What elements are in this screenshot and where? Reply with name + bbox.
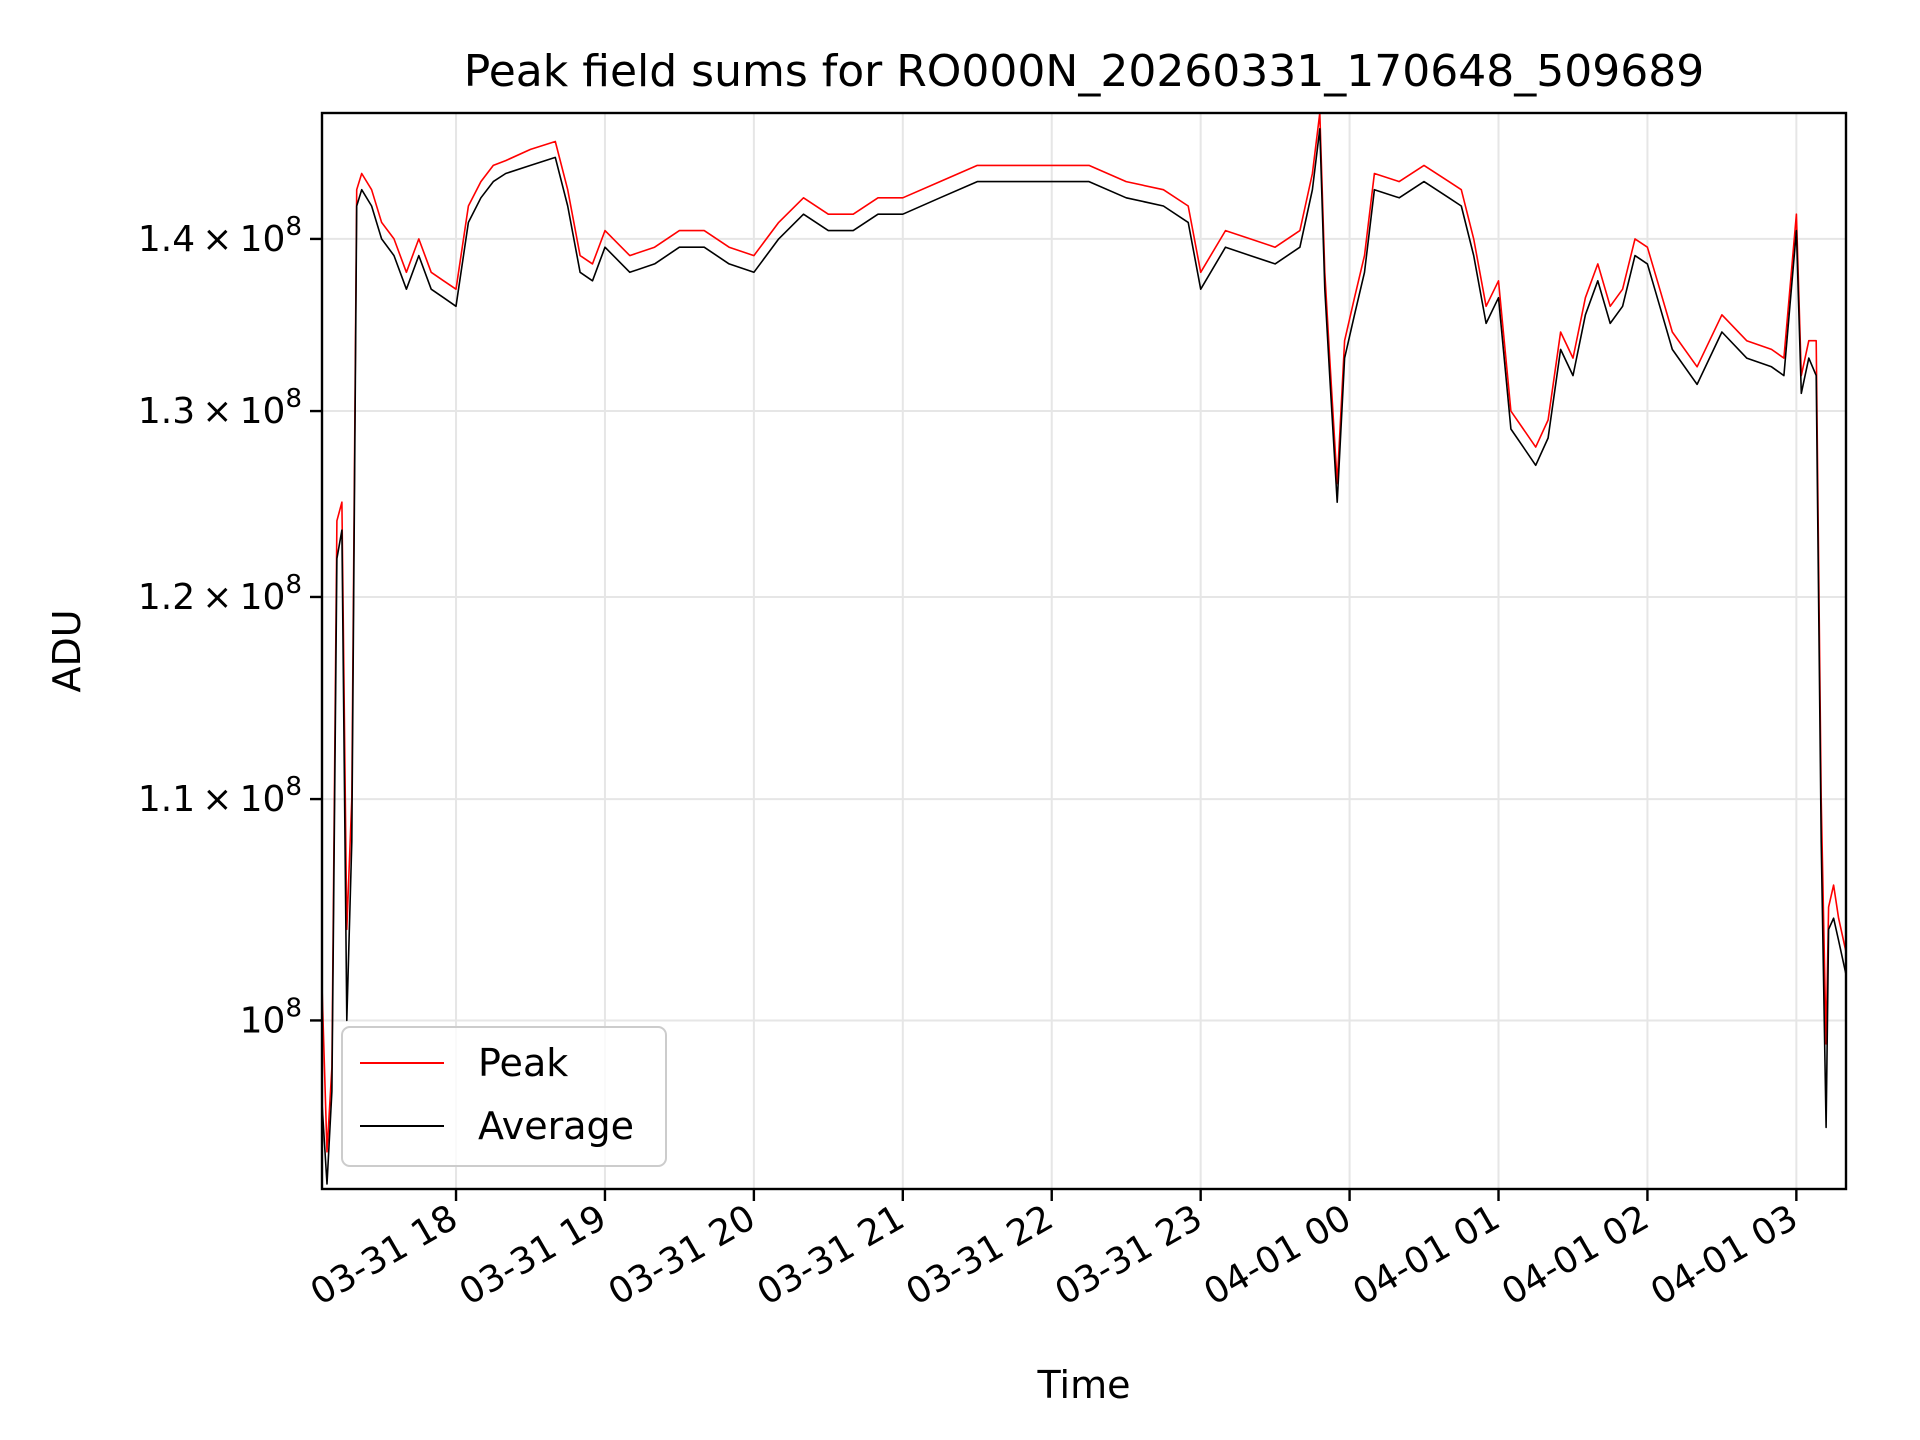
x-tick-label: 04-01 03 bbox=[1644, 1197, 1805, 1313]
y-tick-label: 1.1 × 108 bbox=[138, 772, 302, 820]
y-tick-label: 1.4 × 108 bbox=[138, 212, 302, 260]
grid-layer bbox=[322, 113, 1846, 1189]
plot-frame bbox=[320, 111, 1848, 1191]
x-tick-label: 03-31 18 bbox=[304, 1197, 465, 1313]
x-tick-label: 04-01 01 bbox=[1346, 1197, 1507, 1313]
x-tick-label: 04-01 02 bbox=[1495, 1197, 1656, 1313]
y-tick-label: 108 bbox=[240, 993, 302, 1041]
x-tick-label: 03-31 23 bbox=[1048, 1197, 1209, 1313]
y-tick-label: 1.3 × 108 bbox=[138, 384, 302, 432]
series-line-average bbox=[321, 128, 1847, 1185]
series-line-peak bbox=[321, 112, 1847, 1153]
x-axis-label: Time bbox=[1037, 1363, 1131, 1407]
x-tick-label: 03-31 21 bbox=[751, 1197, 912, 1313]
chart-title: Peak field sums for RO000N_20260331_1706… bbox=[464, 46, 1704, 97]
legend-label-peak: Peak bbox=[478, 1041, 568, 1085]
y-axis-label: ADU bbox=[45, 609, 89, 692]
legend-box bbox=[341, 1026, 667, 1167]
x-tick-label: 04-01 00 bbox=[1197, 1197, 1358, 1313]
x-tick-label: 03-31 20 bbox=[602, 1197, 763, 1313]
series-layer bbox=[321, 112, 1847, 1185]
y-tick-label: 1.2 × 108 bbox=[138, 570, 302, 618]
legend: Peak Average bbox=[341, 1026, 667, 1167]
x-tick-label: 03-31 22 bbox=[900, 1197, 1061, 1313]
legend-label-average: Average bbox=[478, 1104, 634, 1148]
x-tick-label: 03-31 19 bbox=[453, 1197, 614, 1313]
